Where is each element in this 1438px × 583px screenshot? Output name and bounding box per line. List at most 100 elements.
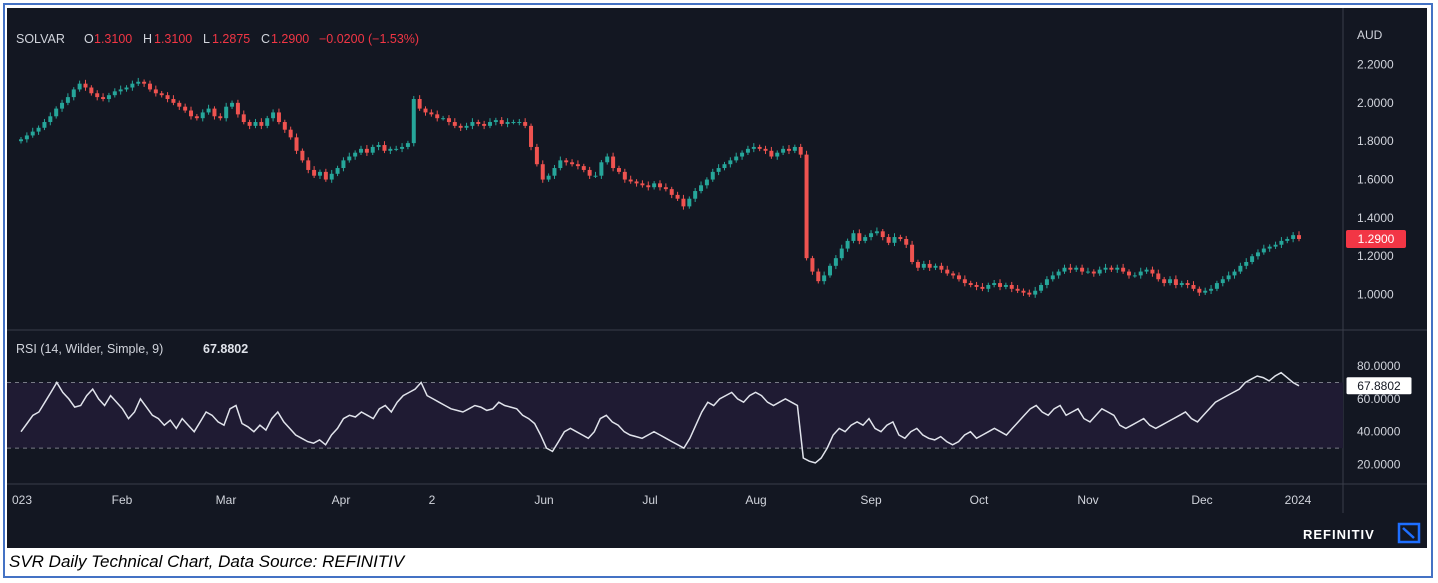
candle-body [986,284,991,289]
candle-body [493,120,498,123]
time-tick-label: Dec [1191,493,1212,507]
ohlc-l-value: 1.2875 [212,32,250,46]
ohlc-c-value: 1.2900 [271,32,309,46]
candle-body [95,93,100,98]
ohlc-h-label: H [143,32,152,46]
candle-body [851,233,856,241]
candle-body [933,265,938,268]
candle-body [511,122,516,124]
chart-svg: SOLVAR O 1.3100 H 1.3100 L 1.2875 C 1.29… [7,8,1427,542]
candles [19,77,1301,298]
candle-body [1168,279,1173,284]
candle-body [136,81,141,84]
candle-body [235,102,240,115]
candle-body [529,125,534,147]
candle-body [306,160,311,170]
candle-body [1220,279,1225,284]
candle-body [1156,273,1161,280]
candle-body [904,238,909,245]
candle-body [241,114,246,123]
candle-body [587,169,592,176]
candle-body [804,154,809,259]
time-tick-label: Aug [745,493,766,507]
candle-body [1226,275,1231,280]
candle-body [869,233,874,238]
symbol: SOLVAR [16,32,65,46]
candle-body [218,116,223,119]
candle-body [1080,267,1085,272]
candle-body [575,164,580,167]
candle-body [441,118,446,120]
candle-body [159,93,164,96]
candle-body [83,83,88,88]
candle-body [394,148,399,150]
price-axis-ticks: 2.2000 2.0000 1.8000 1.6000 1.4000 1.2000 1.00… [1357,58,1394,302]
candle-body [353,152,358,157]
candle-body [745,148,750,153]
ohlc-o-label: O [84,32,94,46]
candle-body [1238,265,1243,272]
candle-body [1232,271,1237,276]
price-tick-label: 2.0000 [1357,96,1394,110]
candle-body [60,102,65,109]
candle-body [1091,271,1096,274]
candle-body [740,152,745,157]
time-tick-label: Sep [860,493,882,507]
candle-body [312,169,317,176]
time-tick-label: Jul [642,493,657,507]
candle-body [288,129,293,138]
candle-body [230,102,235,107]
candle-body [276,112,281,123]
candle-body [728,160,733,165]
candle-body [1261,248,1266,253]
candle-body [42,122,47,128]
candle-body [1039,284,1044,291]
candle-body [1162,279,1167,284]
candle-body [77,83,82,90]
candle-body [71,89,76,98]
time-tick-label: 023 [12,493,32,507]
candle-body [927,263,932,268]
candle-body [675,194,680,199]
candle-body [423,108,428,113]
candle-body [405,143,410,147]
candle-body [189,110,194,117]
time-tick-label: Jun [534,493,553,507]
ohlc-change: −0.0200 (−1.53%) [319,32,419,46]
time-tick-label: Feb [112,493,133,507]
candle-body [24,135,29,140]
candle-body [523,122,528,126]
candle-body [294,137,299,151]
candle-body [411,99,416,144]
candle-body [329,173,334,180]
candle-body [112,91,117,96]
candle-body [54,108,59,117]
candle-body [886,237,891,243]
candle-body [317,171,322,176]
candle-body [452,122,457,126]
candle-body [30,131,35,136]
candle-body [177,102,182,107]
candle-body [581,166,586,170]
candle-body [1126,271,1131,276]
candle-body [130,83,135,88]
candle-body [194,116,199,119]
ohlc-h-value: 1.3100 [154,32,192,46]
candle-body [540,164,545,180]
candle-body [757,146,762,149]
candle-body [370,146,375,153]
rsi-value-badge-label: 67.8802 [1357,379,1401,393]
candle-body [1191,284,1196,289]
candle-body [165,95,170,100]
candle-body [1244,261,1249,266]
price-tick-label: 1.0000 [1357,288,1394,302]
candle-body [1144,269,1149,272]
ohlc-c-label: C [261,32,270,46]
candle-body [65,97,70,103]
last-price-badge [1346,229,1406,248]
price-tick-label: 1.8000 [1357,134,1394,148]
candle-body [89,87,94,94]
candle-body [400,146,405,149]
candle-body [1185,283,1190,285]
candle-body [570,162,575,165]
